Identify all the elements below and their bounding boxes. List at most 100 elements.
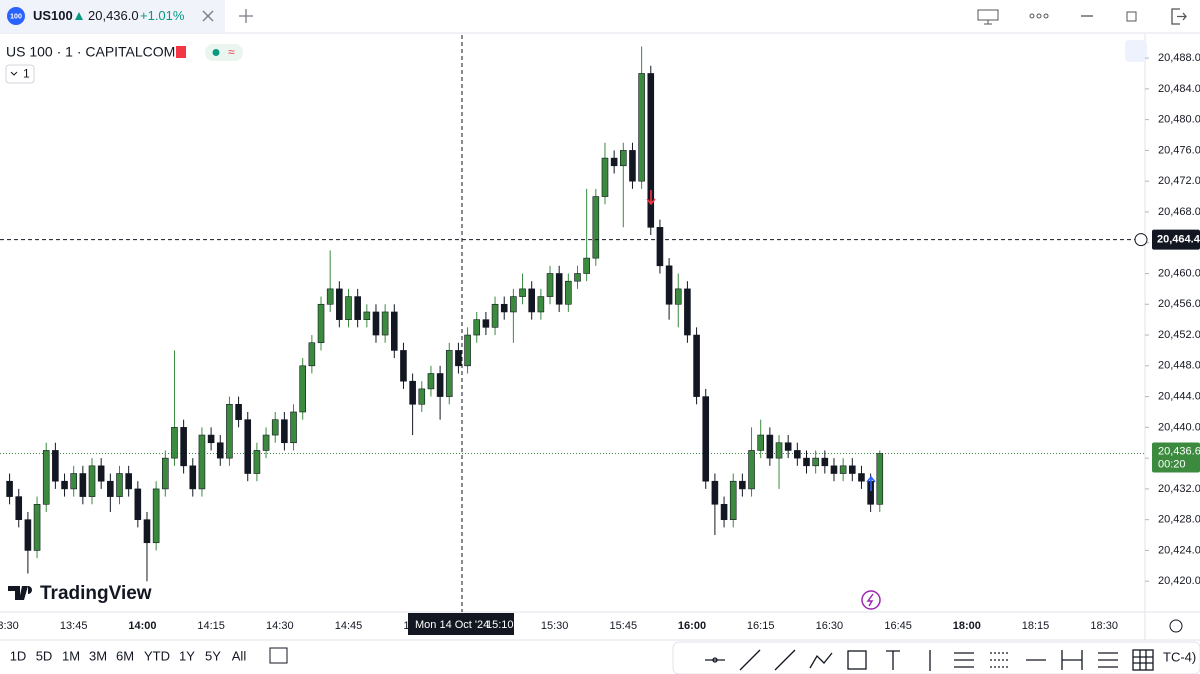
candle-body xyxy=(647,73,655,228)
candle-body xyxy=(354,296,361,320)
range-button[interactable]: 1M xyxy=(62,648,80,663)
candle-body xyxy=(775,442,783,459)
candle-body xyxy=(839,465,847,474)
y-tick-label: 20,480.0 xyxy=(1158,114,1200,126)
candle-body xyxy=(684,288,691,336)
range-button[interactable]: 1D xyxy=(10,648,27,663)
x-tick-label: 14:45 xyxy=(335,620,363,632)
candle-body xyxy=(729,480,737,520)
candle-body xyxy=(52,450,59,482)
candle-body xyxy=(70,473,77,490)
candle-body xyxy=(134,488,142,520)
countdown: 00:20 xyxy=(1158,458,1186,470)
status-badge: ≈ xyxy=(228,45,235,59)
interval-label: 1 xyxy=(23,67,30,81)
y-tick-label: 20,472.0 xyxy=(1158,175,1200,187)
candle-body xyxy=(15,496,23,520)
range-button[interactable]: YTD xyxy=(144,648,170,663)
candle-body xyxy=(88,465,96,497)
candle-body xyxy=(171,427,178,459)
candle-body xyxy=(125,473,132,490)
candle-body xyxy=(720,503,728,520)
candle-body xyxy=(473,319,481,336)
candle-body xyxy=(326,288,334,305)
new-tab[interactable] xyxy=(239,9,253,23)
range-button[interactable]: 6M xyxy=(116,648,134,663)
candle-body xyxy=(876,453,884,505)
range-button[interactable]: All xyxy=(232,648,247,663)
candle-body xyxy=(519,288,526,297)
y-tick-label: 20,488.0 xyxy=(1158,52,1200,64)
crosshair-time-box xyxy=(408,613,514,635)
date-range-icon[interactable] xyxy=(269,647,288,664)
candle-body xyxy=(500,303,508,313)
x-tick-label: 16:30 xyxy=(816,620,844,632)
drawing-toolbar xyxy=(672,641,1200,674)
y-tick-label: 20,456.0 xyxy=(1158,298,1200,310)
range-button[interactable]: 5D xyxy=(36,648,53,663)
candle-body xyxy=(189,465,197,490)
candle-body xyxy=(858,473,865,482)
candle-body xyxy=(107,480,114,497)
restore[interactable] xyxy=(1126,11,1137,22)
candle-body xyxy=(308,342,316,367)
y-tick-label: 20,424.0 xyxy=(1158,544,1200,556)
candle-body xyxy=(757,434,765,451)
active-tab[interactable] xyxy=(0,0,225,33)
range-button[interactable]: 5Y xyxy=(205,648,221,663)
sell-arrow xyxy=(646,190,656,206)
candle-body xyxy=(400,350,407,382)
candle-body xyxy=(363,311,371,320)
candle-body xyxy=(271,419,279,436)
up-triangle xyxy=(75,12,83,20)
indicator-toggle[interactable] xyxy=(5,64,35,84)
x-tick-label: 18:00 xyxy=(953,620,981,632)
candle-body xyxy=(830,465,838,474)
events-icon[interactable] xyxy=(861,590,881,610)
x-tick-label: 15:30 xyxy=(541,620,569,632)
candle-body xyxy=(33,503,41,551)
x-tick-label: 16:45 xyxy=(884,620,912,632)
candle-body xyxy=(79,473,87,497)
candle-body xyxy=(638,73,645,182)
badge-text: 100 xyxy=(10,13,22,20)
y-tick-label: 20,460.0 xyxy=(1158,267,1200,279)
candle-body xyxy=(281,419,288,444)
candle-body xyxy=(784,442,792,451)
range-button[interactable]: 3M xyxy=(89,648,107,663)
candle-body xyxy=(445,350,453,397)
candle-body xyxy=(610,157,618,167)
crosshair-time: 15:10 xyxy=(486,619,514,631)
candle-body xyxy=(528,288,536,313)
exit[interactable] xyxy=(1171,8,1187,25)
settings-icon[interactable] xyxy=(1169,619,1183,633)
candle-body xyxy=(198,434,206,490)
y-tick-label: 20,440.0 xyxy=(1158,421,1200,433)
y-tick-label: 20,468.0 xyxy=(1158,206,1200,218)
crosshair-price: 20,464.4 xyxy=(1157,234,1200,246)
x-tick-label: 15:45 xyxy=(610,620,638,632)
candle-body xyxy=(418,388,426,405)
x-tick-label: 16:00 xyxy=(678,620,706,632)
candle-body xyxy=(381,311,389,336)
candle-body xyxy=(162,457,169,490)
crosshair-plus xyxy=(1134,233,1148,247)
candle-body xyxy=(6,480,13,497)
status-pill[interactable] xyxy=(205,44,243,61)
candle-body xyxy=(821,457,829,467)
close-tab[interactable] xyxy=(202,10,214,22)
drawing-tools[interactable] xyxy=(705,649,1154,671)
candle-body xyxy=(766,434,774,459)
buy-arrow xyxy=(866,475,876,491)
scroll-button[interactable] xyxy=(1125,40,1147,62)
more-icon[interactable] xyxy=(1029,13,1049,19)
range-button[interactable]: 1Y xyxy=(179,648,195,663)
candle-body xyxy=(537,296,545,313)
candle-body xyxy=(290,411,297,444)
candle-body xyxy=(748,450,755,490)
events-bolt xyxy=(866,593,874,607)
layout-icon-stand xyxy=(984,20,992,25)
candle-body xyxy=(317,303,325,344)
candle-body xyxy=(794,450,801,459)
